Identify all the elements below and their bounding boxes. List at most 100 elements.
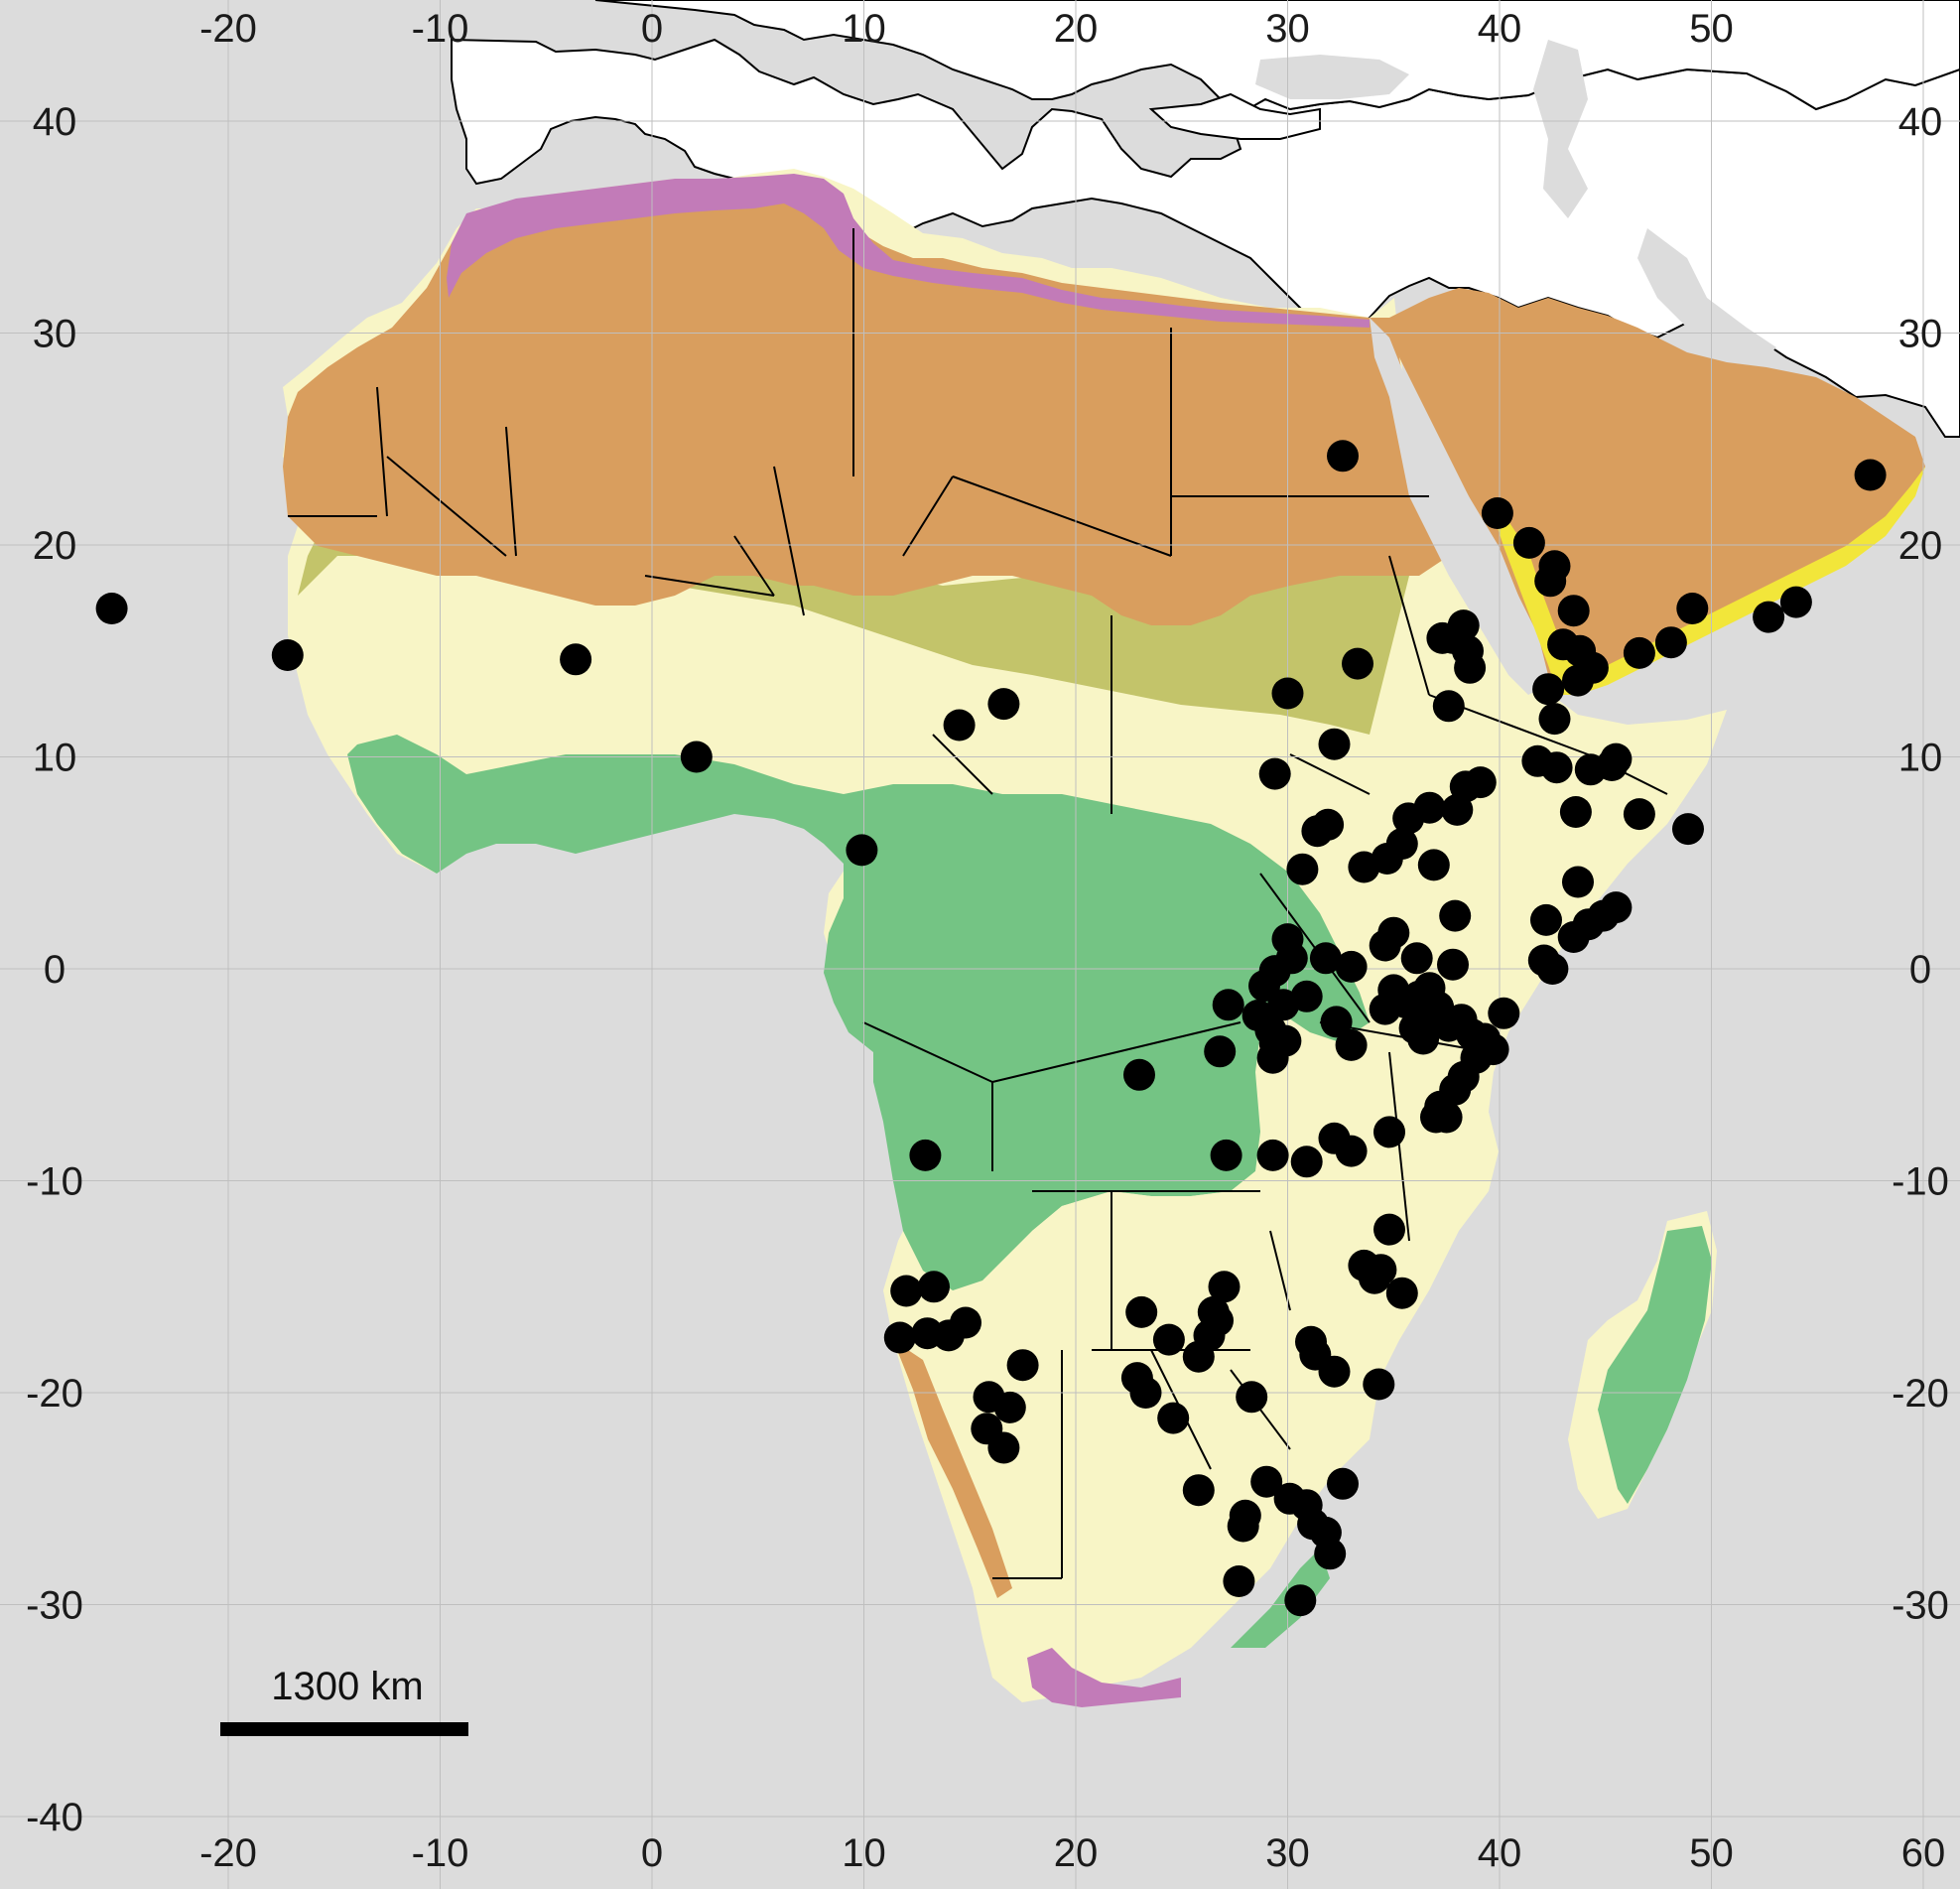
occurrence-point (1157, 1402, 1190, 1434)
y-axis-right-tick-label: 10 (1898, 737, 1943, 780)
mediterranean-zone-cape (1027, 1648, 1181, 1707)
occurrence-point (1532, 673, 1565, 706)
x-axis-top-labels: -20 -10 0 10 20 30 40 50 (199, 7, 1734, 51)
occurrence-point (1210, 1139, 1242, 1171)
eastern-coastal-forest (1231, 1549, 1330, 1648)
occurrence-point (1250, 1465, 1283, 1498)
southern-savanna-zone (1002, 1171, 1320, 1320)
occurrence-point (1227, 1510, 1259, 1543)
occurrence-point (1557, 595, 1590, 627)
occurrence-point (1301, 815, 1334, 848)
occurrence-point (1676, 593, 1709, 624)
scale-bar-line (220, 1722, 468, 1736)
y-axis-left-tick-label: -20 (26, 1372, 83, 1416)
y-axis-left-tick-label: 0 (44, 948, 65, 992)
occurrence-point (1536, 953, 1569, 985)
y-axis-right-labels: 40 30 20 10 0 -10 -20 -30 (1892, 100, 1949, 1628)
occurrence-point (1512, 526, 1545, 559)
madagascar-forest (1598, 1226, 1712, 1504)
occurrence-point (1430, 1101, 1463, 1134)
occurrence-point (1204, 1035, 1237, 1068)
x-axis-top-tick-label: 20 (1054, 7, 1099, 51)
occurrence-point (993, 1391, 1026, 1423)
occurrence-point (890, 1275, 923, 1307)
y-axis-right-tick-label: 30 (1898, 313, 1943, 356)
occurrence-point (1309, 942, 1342, 975)
occurrence-point (1454, 651, 1487, 684)
occurrence-point (1320, 1006, 1353, 1038)
occurrence-point (987, 1431, 1020, 1464)
occurrence-point (1672, 813, 1704, 846)
occurrence-point (1208, 1271, 1241, 1303)
occurrence-point (1392, 802, 1425, 835)
occurrence-point (1125, 1295, 1158, 1328)
occurrence-point (1363, 1368, 1395, 1401)
occurrence-point (1538, 703, 1571, 736)
occurrence-point (1441, 793, 1474, 826)
occurrence-point (1623, 798, 1655, 831)
namib-desert-zone (893, 1340, 1012, 1598)
x-axis-top-tick-label: -20 (199, 7, 257, 51)
occurrence-point (1327, 440, 1359, 472)
forest-zone (347, 735, 1370, 1290)
occurrence-point (1290, 1146, 1323, 1178)
scale-bar: 1300 km (220, 1665, 468, 1736)
occurrence-point (1385, 828, 1418, 860)
occurrence-point (1373, 1116, 1405, 1148)
occurrence-point (1318, 1122, 1351, 1154)
occurrence-point (1202, 1304, 1234, 1337)
occurrence-point (1256, 1041, 1289, 1074)
occurrence-point (1530, 903, 1562, 936)
occurrence-point (1152, 1323, 1185, 1356)
x-axis-bottom-tick-label: 30 (1265, 1831, 1310, 1875)
x-axis-top-tick-label: 40 (1478, 7, 1522, 51)
occurrence-point (560, 643, 592, 676)
y-axis-right-tick-label: 40 (1898, 100, 1943, 144)
occurrence-point (1327, 1467, 1359, 1500)
x-axis-bottom-tick-label: -10 (412, 1831, 469, 1875)
occurrence-point (1335, 1028, 1368, 1061)
y-axis-left-tick-label: -10 (26, 1160, 83, 1204)
x-axis-top-tick-label: 30 (1265, 7, 1310, 51)
occurrence-point (1284, 1584, 1317, 1617)
x-axis-bottom-labels: -20 -10 0 10 20 30 40 50 60 (199, 1831, 1945, 1875)
occurrence-point (1854, 459, 1887, 491)
occurrence-point (1318, 728, 1351, 760)
occurrence-point (1623, 636, 1655, 669)
occurrence-point (943, 709, 976, 742)
occurrence-point (987, 688, 1020, 721)
x-axis-top-tick-label: -10 (412, 7, 469, 51)
occurrence-point (918, 1271, 950, 1303)
scale-bar-label: 1300 km (271, 1665, 423, 1708)
y-axis-left-labels: 40 30 20 10 0 -10 -20 -30 -40 (26, 100, 83, 1839)
caspian-sea (1533, 40, 1588, 218)
black-sea-shore (1148, 92, 1321, 140)
y-axis-right-tick-label: 20 (1898, 524, 1943, 568)
occurrence-point (950, 1306, 981, 1339)
y-axis-left-tick-label: 20 (33, 524, 77, 568)
y-axis-left-tick-label: 10 (33, 737, 77, 780)
x-axis-bottom-tick-label: 0 (641, 1831, 663, 1875)
arabian-peninsula (1389, 288, 1925, 695)
occurrence-point (1559, 796, 1592, 828)
occurrence-point (1290, 980, 1323, 1012)
occurrence-point (1432, 690, 1465, 723)
y-axis-left-tick-label: 30 (33, 313, 77, 356)
x-axis-top-tick-label: 0 (641, 7, 663, 51)
y-axis-right-tick-label: -10 (1892, 1160, 1949, 1204)
occurrence-point (1286, 853, 1319, 885)
x-axis-bottom-tick-label: 40 (1478, 1831, 1522, 1875)
occurrence-point (95, 593, 128, 624)
occurrence-point (1335, 950, 1368, 983)
occurrence-point (1129, 1377, 1162, 1409)
occurrence-point (1779, 586, 1812, 618)
occurrence-point (1481, 497, 1513, 529)
occurrence-point (1359, 1262, 1390, 1294)
occurrence-point (846, 834, 878, 867)
occurrence-point (1342, 647, 1373, 680)
occurrence-point (1654, 626, 1687, 659)
x-axis-top-tick-label: 50 (1689, 7, 1734, 51)
occurrence-point (1600, 742, 1633, 775)
africa-landmass (283, 169, 1727, 1707)
